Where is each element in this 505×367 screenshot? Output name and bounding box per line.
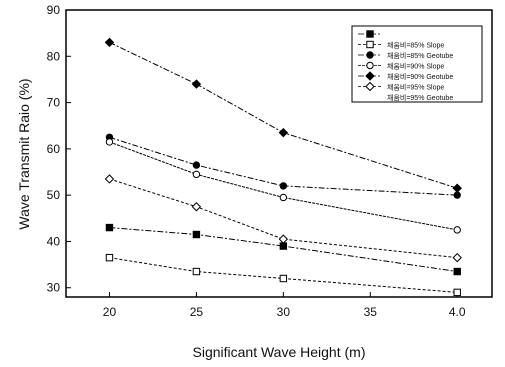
series-line: [105, 138, 461, 234]
y-axis-ticks: 30 40 50 60 70 80 90: [47, 3, 71, 295]
series-path: [109, 257, 458, 293]
data-point: [279, 182, 288, 190]
legend-marker: [366, 40, 374, 49]
legend-marker: [365, 71, 375, 81]
series-layer: [104, 37, 462, 297]
series-line: [105, 133, 461, 199]
legend-label: 채움비=85% Geotube: [387, 51, 453, 60]
series-path: [109, 41, 458, 189]
legend-label: 채움비=90% Slope: [387, 62, 444, 71]
legend-marker: [366, 30, 374, 38]
x-axis-label: Significant Wave Height (m): [193, 344, 366, 360]
y-tick-label: 50: [47, 188, 61, 202]
data-point: [279, 193, 288, 202]
data-point: [192, 230, 201, 239]
y-tick-label: 30: [47, 281, 61, 295]
legend-marker: [365, 81, 375, 92]
data-point: [104, 37, 115, 48]
data-point: [104, 174, 115, 184]
data-point: [192, 267, 201, 276]
series-line: [105, 253, 461, 297]
x-tick-label: 20: [103, 305, 117, 319]
series-line: [105, 223, 461, 276]
legend-label: 채움비=95% Slope: [387, 83, 444, 92]
x-tick-label: 25: [190, 305, 204, 319]
data-point: [192, 170, 201, 179]
y-axis-label: Wave Transmit Raio (%): [16, 78, 32, 229]
data-point: [105, 223, 114, 232]
data-point: [278, 127, 289, 138]
y-tick-label: 40: [47, 234, 61, 248]
data-point: [191, 202, 202, 212]
y-tick-label: 90: [47, 3, 61, 17]
series-path: [109, 178, 458, 259]
x-tick-label: 30: [277, 305, 291, 319]
plot-frame: [65, 9, 493, 298]
legend-box: [351, 25, 483, 103]
x-tick-label: 35: [364, 305, 378, 319]
data-point: [452, 183, 462, 193]
data-point: [452, 252, 462, 263]
data-point: [453, 226, 461, 234]
data-point: [453, 288, 461, 297]
series-path: [109, 136, 458, 196]
series-line: [104, 174, 462, 263]
data-point: [191, 79, 202, 89]
legend-marker: [366, 51, 374, 59]
legend-label: 채움비=85% Slope: [387, 41, 444, 50]
legend-label: 채움비=90% Geotube: [387, 72, 453, 81]
series-line: [104, 37, 462, 193]
legend-marker: [366, 61, 374, 70]
y-tick-label: 80: [47, 49, 61, 63]
data-point: [105, 138, 114, 146]
data-point: [192, 161, 201, 169]
data-point: [279, 274, 288, 283]
data-point: [453, 267, 461, 276]
x-tick-label: 4.0: [449, 305, 466, 319]
y-tick-label: 70: [47, 96, 61, 110]
y-tick-label: 60: [47, 142, 61, 156]
data-point: [105, 253, 114, 262]
data-point: [278, 234, 289, 244]
series-path: [109, 141, 458, 231]
legend-label: 채움비=95% Geotube: [387, 93, 453, 102]
x-axis-ticks: 20 25 30 35 4.0: [103, 292, 466, 319]
